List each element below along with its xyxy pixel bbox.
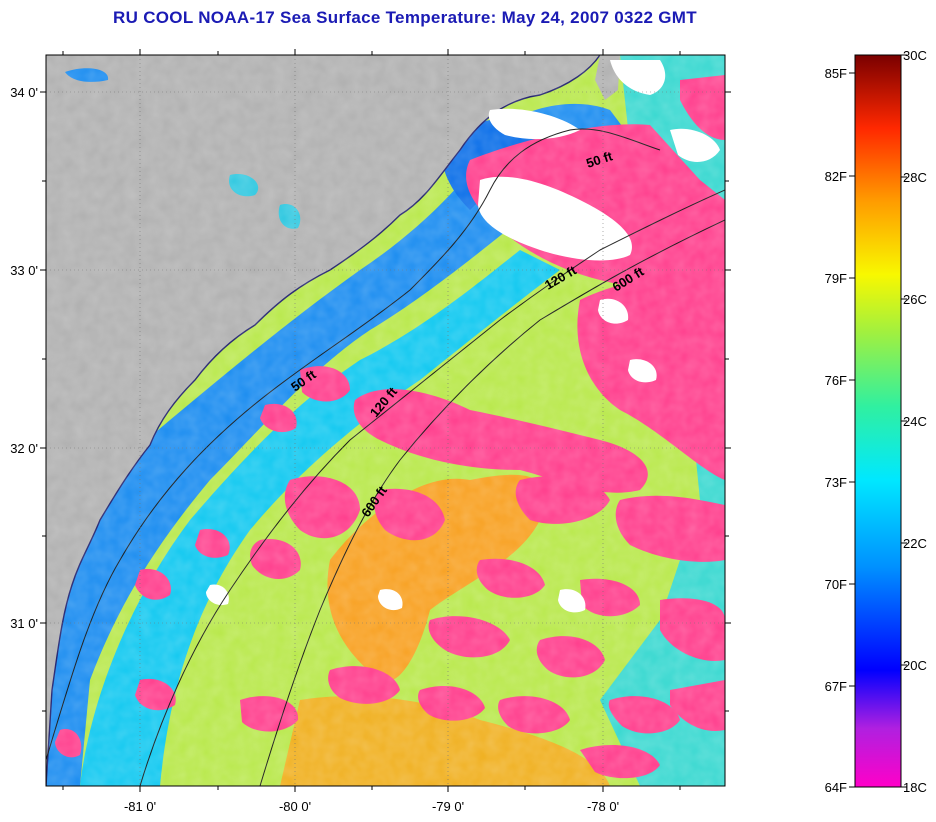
lat-label-32: 32 0' [10, 441, 38, 456]
colorbar-label-85f: 85F [825, 66, 847, 81]
colorbar-gradient [854, 54, 902, 788]
colorbar-label-20c: 20C [903, 658, 927, 673]
lat-label-31: 31 0' [10, 616, 38, 631]
colorbar-label-30c: 30C [903, 48, 927, 63]
lat-label-34: 34 0' [10, 85, 38, 100]
colorbar-label-79f: 79F [825, 271, 847, 286]
lon-label-79: -79 0' [432, 799, 464, 814]
colorbar-label-73f: 73F [825, 475, 847, 490]
colorbar-label-22c: 22C [903, 536, 927, 551]
lon-label-78: -78 0' [587, 799, 619, 814]
colorbar-label-64f: 64F [825, 780, 847, 795]
colorbar-label-24c: 24C [903, 414, 927, 429]
map-frame [45, 54, 726, 787]
colorbar-label-26c: 26C [903, 292, 927, 307]
data-noise-texture [46, 55, 725, 786]
map-panel [46, 55, 725, 786]
colorbar-label-28c: 28C [903, 170, 927, 185]
axis-ticks [40, 49, 731, 792]
map-title: RU COOL NOAA-17 Sea Surface Temperature:… [113, 8, 697, 27]
lon-label-81: -81 0' [124, 799, 156, 814]
colorbar-label-67f: 67F [825, 679, 847, 694]
colorbar-ticks [849, 54, 907, 788]
colorbar: 85F 82F 79F 76F 73F 70F 67F 64F 30C 28C … [825, 48, 927, 795]
colorbar-label-76f: 76F [825, 373, 847, 388]
colorbar-label-70f: 70F [825, 577, 847, 592]
colorbar-label-82f: 82F [825, 169, 847, 184]
colorbar-label-18c: 18C [903, 780, 927, 795]
lat-label-33: 33 0' [10, 263, 38, 278]
lon-label-80: -80 0' [279, 799, 311, 814]
